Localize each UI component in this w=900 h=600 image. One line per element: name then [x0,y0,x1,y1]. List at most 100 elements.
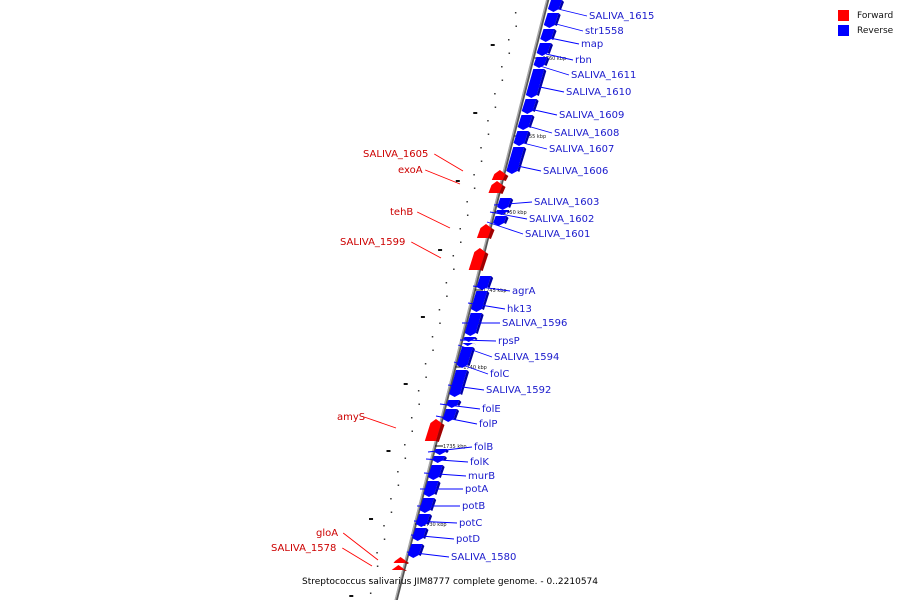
gene-label[interactable]: SALIVA_1615 [589,11,654,22]
gene-potC[interactable] [415,514,433,527]
gene-label[interactable]: potD [456,534,480,545]
gene-body[interactable] [488,181,503,193]
gene-label[interactable]: folP [479,419,497,430]
gene-label[interactable]: SALIVA_1596 [502,318,567,329]
gene-SALIVA_1594[interactable] [462,343,476,346]
gene-label[interactable]: rbn [575,55,592,66]
gene-features[interactable] [391,0,564,571]
gene-label[interactable]: SALIVA_1611 [571,70,636,81]
gene-body[interactable] [391,565,404,570]
gene-body[interactable] [424,419,442,441]
gene-label[interactable]: SALIVA_1610 [566,87,631,98]
gene-map[interactable] [540,29,557,42]
gene-label[interactable]: SALIVA_1606 [543,166,608,177]
gene-exoA[interactable] [488,181,506,194]
gene-SALIVA_1609[interactable] [521,99,539,114]
gene-body[interactable] [464,313,482,336]
gene-folE[interactable] [446,400,462,408]
gene-body[interactable] [525,69,545,98]
gene-body[interactable] [536,43,551,56]
gene-amyS[interactable] [424,419,445,442]
gene-label[interactable]: str1558 [585,26,624,37]
gene-SALIVA_1607[interactable] [513,131,531,146]
gene-rbn[interactable] [536,43,553,56]
gene-SALIVA_1602[interactable] [495,210,511,215]
gene-label[interactable]: folK [470,457,489,468]
gene-label[interactable]: rpsP [498,336,520,347]
gene-SALIVA_1601[interactable] [492,216,509,226]
gene-labels[interactable]: SALIVA_1615 str1558 map rbn SALIVA_1611 SALIV… [271,8,654,567]
gene-label[interactable]: folC [490,369,509,380]
gene-label[interactable]: tehB [390,207,413,218]
gene-label[interactable]: agrA [512,286,536,297]
gene-label[interactable]: SALIVA_1580 [451,552,516,563]
gene-body[interactable] [393,557,407,563]
gene-body[interactable] [468,248,486,270]
gene-body[interactable] [521,99,537,114]
gene-label[interactable]: SALIVA_1608 [554,128,619,139]
gene-label[interactable]: SALIVA_1609 [559,110,624,121]
gene-body[interactable] [427,465,443,480]
gene-body[interactable] [540,29,555,42]
gene-label[interactable]: SALIVA_1607 [549,144,614,155]
gene-body[interactable] [442,409,458,422]
gene-body[interactable] [463,337,476,342]
gene-label[interactable]: folB [474,442,493,453]
gene-body[interactable] [513,131,529,146]
gene-body[interactable] [456,347,473,368]
gene-agrA[interactable] [476,276,494,290]
gene-body[interactable] [407,544,423,558]
gene-SALIVA_1596[interactable] [464,313,484,336]
gene-label[interactable]: SALIVA_1599 [340,237,405,248]
gene-str1558[interactable] [543,13,561,28]
gene-label[interactable]: map [581,39,603,50]
gene-SALIVA_1605[interactable] [491,170,509,181]
gene-body[interactable] [412,528,427,541]
gene-body[interactable] [533,57,548,68]
gene-label[interactable]: potA [465,484,488,495]
gene-body[interactable] [543,13,559,28]
gene-label[interactable]: amyS [337,412,365,423]
gene-label[interactable]: exoA [398,165,423,176]
gene-potB[interactable] [419,498,437,513]
gene-label[interactable]: SALIVA_1594 [494,352,559,363]
gene-body[interactable] [470,291,488,312]
gene-body[interactable] [446,400,460,408]
gene-label[interactable]: SALIVA_1601 [525,229,590,240]
gene-label[interactable]: SALIVA_1578 [271,543,336,554]
gene-body[interactable] [476,276,492,290]
gene-body[interactable] [547,0,562,12]
gene-body[interactable] [492,216,507,226]
gene-rpsP[interactable] [463,337,478,342]
gene-gloA[interactable] [393,557,410,564]
gene-body[interactable] [462,343,474,346]
gene-SALIVA_1610[interactable] [525,69,547,98]
gene-label[interactable]: SALIVA_1605 [363,149,428,160]
gene-body[interactable] [476,224,492,238]
gene-label[interactable]: folE [482,404,501,415]
gene-label[interactable]: gloA [316,528,338,539]
gene-body[interactable] [419,498,435,513]
gene-body[interactable] [415,514,431,527]
gene-folC[interactable] [456,347,475,368]
gene-body[interactable] [506,147,525,174]
gene-SALIVA_1608[interactable] [517,115,535,130]
gene-label[interactable]: SALIVA_1602 [529,214,594,225]
gene-SALIVA_1599[interactable] [468,248,489,271]
gene-SALIVA_1611[interactable] [533,57,550,68]
gene-body[interactable] [449,370,468,397]
gene-label[interactable]: hk13 [507,304,532,315]
gene-label[interactable]: murB [468,471,495,482]
gene-SALIVA_1606[interactable] [506,147,527,174]
gene-folP[interactable] [442,409,460,422]
gene-label[interactable]: SALIVA_1592 [486,385,551,396]
gene-SALIVA_1578[interactable] [391,565,407,571]
gene-body[interactable] [491,170,506,180]
gene-murB[interactable] [427,465,445,480]
gene-SALIVA_1580[interactable] [407,544,425,558]
gene-label[interactable]: SALIVA_1603 [534,197,599,208]
gene-tehB[interactable] [476,224,495,239]
gene-SALIVA_1592[interactable] [449,370,470,397]
gene-body[interactable] [495,210,509,215]
gene-label[interactable]: potC [459,518,482,529]
